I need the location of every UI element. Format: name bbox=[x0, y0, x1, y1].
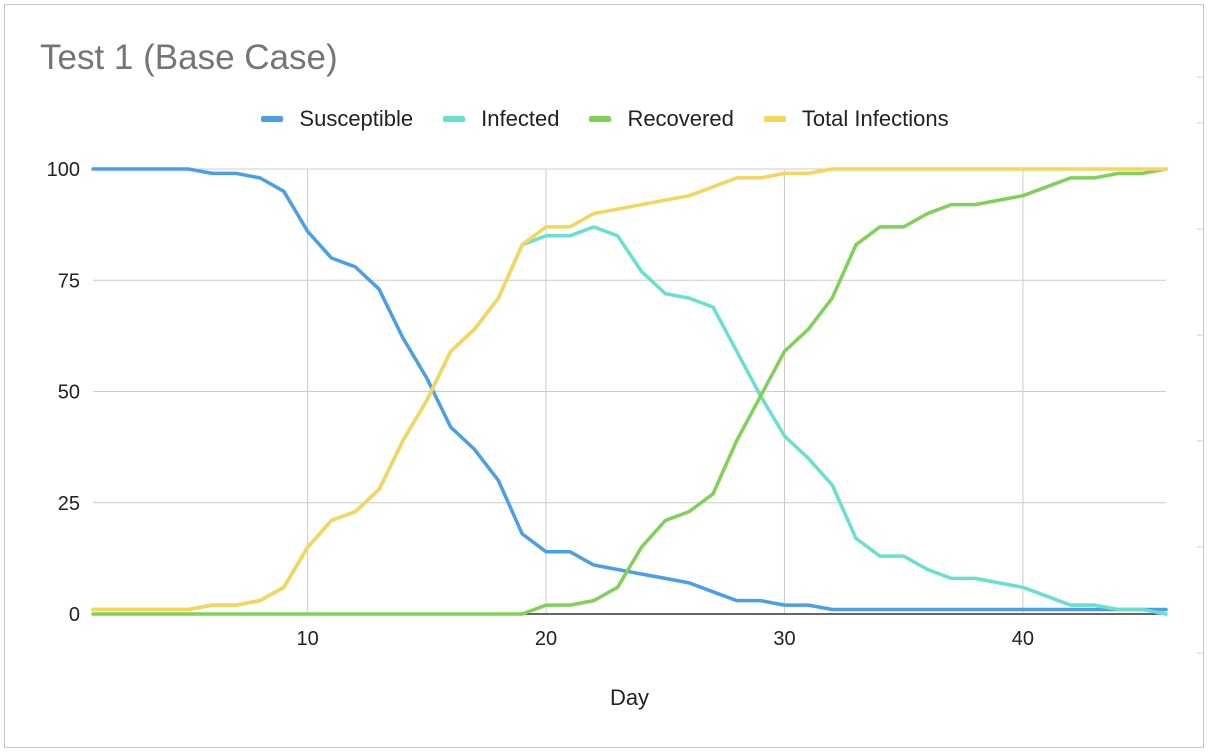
chart-frame bbox=[4, 4, 1204, 748]
legend-label-recovered: Recovered bbox=[627, 106, 734, 131]
legend-item-total-infections[interactable]: Total Infections bbox=[763, 104, 949, 134]
x-axis-title: Day bbox=[610, 685, 649, 710]
series-line-susceptible bbox=[91, 167, 1168, 612]
x-tick-label: 10 bbox=[296, 628, 318, 650]
x-tick-label: 30 bbox=[773, 628, 795, 650]
legend-swatch-susceptible bbox=[261, 116, 284, 122]
x-tick-label: 20 bbox=[535, 628, 557, 650]
x-tick-label: 40 bbox=[1012, 628, 1034, 650]
legend-swatch-total-infections bbox=[763, 116, 786, 122]
y-tick-label: 50 bbox=[58, 382, 80, 404]
legend-swatch-infected bbox=[443, 116, 466, 122]
chart-title: Test 1 (Base Case) bbox=[40, 38, 338, 77]
series-line-infected bbox=[91, 225, 1168, 616]
y-tick-label: 100 bbox=[47, 159, 80, 181]
series-line-total-infections bbox=[91, 167, 1168, 612]
series-line-recovered bbox=[91, 167, 1168, 616]
legend-item-susceptible[interactable]: Susceptible bbox=[261, 104, 413, 134]
legend-item-recovered[interactable]: Recovered bbox=[589, 104, 734, 134]
legend-label-infected: Infected bbox=[481, 106, 560, 131]
legend-label-susceptible: Susceptible bbox=[299, 106, 414, 131]
y-tick-label: 25 bbox=[58, 493, 80, 515]
legend-swatch-recovered bbox=[589, 116, 612, 122]
legend-item-infected[interactable]: Infected bbox=[443, 104, 559, 134]
y-tick-label: 0 bbox=[69, 604, 80, 626]
legend: Susceptible Infected Recovered Total Inf… bbox=[0, 104, 1210, 134]
legend-label-total-infections: Total Infections bbox=[801, 106, 949, 131]
y-tick-label: 75 bbox=[58, 270, 80, 292]
